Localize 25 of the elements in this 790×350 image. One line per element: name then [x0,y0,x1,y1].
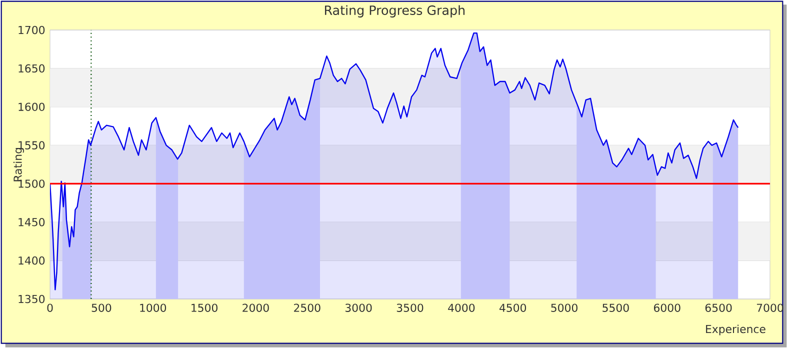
x-tick-label: 5500 [602,304,629,312]
y-axis-title: Rating [13,148,24,182]
y-tick-label: 1400 [18,256,45,265]
x-axis-title: Experience [706,324,766,336]
y-tick-label: 1550 [18,141,45,150]
x-tick-label: 3500 [396,304,424,312]
y-tick-label: 1450 [18,218,45,226]
x-tick-label: 6000 [654,304,680,312]
y-tick-label: 1650 [18,64,45,73]
x-tick-label: 500 [92,304,112,312]
x-tick-label: 1000 [140,304,166,312]
chart-title: Rating Progress Graph [325,5,465,18]
x-tick-label: 5000 [551,304,578,312]
x-tick-label: 1500 [192,304,218,312]
y-tick-label: 1700 [18,26,45,34]
x-tick-label: 3000 [345,304,372,312]
y-tick-label: 1600 [18,102,45,111]
x-tick-label: 2500 [294,304,320,312]
x-tick-label: 2000 [242,304,269,312]
y-tick-label: 1350 [18,294,45,304]
x-tick-label: 6500 [705,304,732,312]
x-tick-label: 4500 [499,304,526,312]
x-tick-label: 4000 [448,304,475,312]
y-tick-label: 1500 [18,180,45,188]
x-tick-label: 0 [47,304,53,312]
